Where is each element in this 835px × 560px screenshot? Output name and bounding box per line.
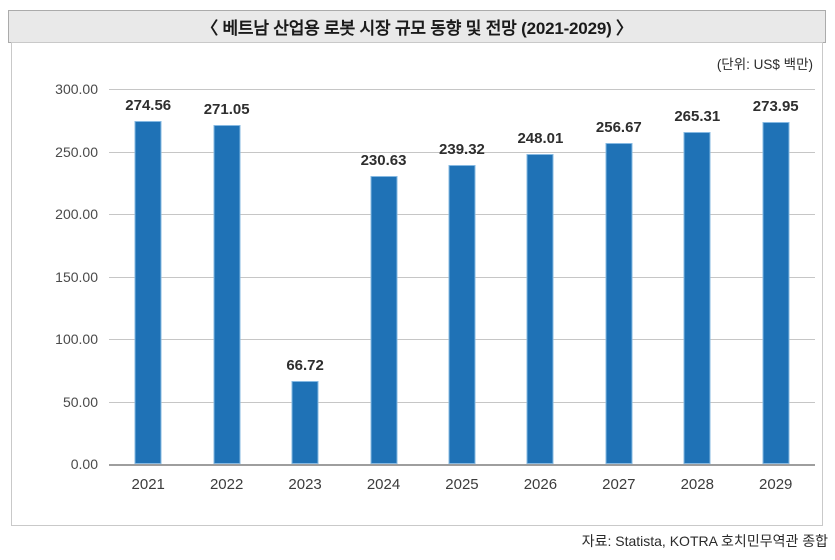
bar-2026	[526, 154, 554, 464]
bar-2025	[448, 165, 476, 464]
y-axis-label: 200.00	[55, 206, 98, 222]
chart-title: 〈 베트남 산업용 로봇 시장 규모 동향 및 전망 (2021-2029) 〉	[201, 19, 633, 38]
bar-2023	[291, 381, 319, 464]
bar-value-label: 248.01	[517, 130, 564, 147]
bar-value-label: 230.63	[360, 152, 407, 169]
source-note: 자료: Statista, KOTRA 호치민무역관 종합	[581, 533, 828, 549]
bar-slot: 273.95	[737, 89, 815, 464]
unit-label: (단위: US$ 백만)	[716, 57, 813, 72]
bar-value-label: 273.95	[752, 98, 799, 115]
bar-value-label: 271.05	[203, 101, 250, 118]
y-axis-label: 50.00	[62, 393, 98, 410]
bar-2021	[134, 121, 162, 464]
bar-2028	[683, 132, 711, 464]
plot-area: 274.56 271.05 66.72 230.63 239.32 248.01 256.6…	[109, 89, 815, 466]
gridline	[109, 151, 815, 153]
x-axis-label: 2021	[131, 476, 165, 493]
x-axis-label: 2024	[366, 476, 401, 493]
x-axis-label: 2022	[209, 476, 244, 493]
x-axis: 2021 2022 2023 2024 2025 2026 2027 2028 2029	[109, 476, 815, 496]
bar-2027	[605, 143, 633, 464]
bar-slot: 274.56	[109, 89, 187, 464]
x-axis-label: 2027	[602, 476, 636, 493]
chart-panel: (단위: US$ 백만) 300.00 250.00 200.00 150.00 100…	[11, 42, 823, 526]
bar-slot: 230.63	[344, 89, 422, 464]
bar-slot: 248.01	[501, 89, 579, 464]
x-axis-label: 2028	[680, 476, 714, 493]
x-axis-line	[109, 464, 815, 466]
gridline	[109, 89, 815, 90]
bar-2029	[762, 122, 790, 464]
y-axis: 300.00 250.00 200.00 150.00 100.00 50.00 0.00	[12, 81, 98, 472]
x-axis-label: 2029	[759, 476, 793, 493]
x-axis-label: 2023	[288, 476, 322, 493]
y-axis-label: 0.00	[70, 456, 98, 472]
bar-value-label: 66.72	[286, 357, 324, 374]
bar-value-label: 239.32	[439, 141, 485, 158]
bar-2024	[370, 176, 398, 464]
bar-slot: 265.31	[658, 89, 736, 464]
bar-slot: 66.72	[266, 89, 344, 464]
bar-slot: 239.32	[423, 89, 501, 464]
bar-value-label: 265.31	[674, 108, 721, 125]
y-axis-label: 250.00	[55, 143, 98, 160]
bars-container: 274.56 271.05 66.72 230.63 239.32 248.01 256.6…	[109, 89, 815, 464]
bar-value-label: 274.56	[125, 97, 172, 114]
y-axis-label: 150.00	[55, 268, 98, 285]
bar-value-label: 256.67	[595, 119, 642, 136]
y-axis-label: 100.00	[55, 331, 98, 347]
bar-slot: 256.67	[580, 89, 658, 464]
bar-2022	[213, 125, 241, 464]
x-axis-label: 2025	[445, 476, 479, 493]
bar-slot: 271.05	[187, 89, 265, 464]
x-axis-label: 2026	[523, 476, 558, 493]
y-axis-label: 300.00	[55, 81, 98, 97]
chart-title-bar: 〈 베트남 산업용 로봇 시장 규모 동향 및 전망 (2021-2029) 〉	[8, 10, 826, 43]
